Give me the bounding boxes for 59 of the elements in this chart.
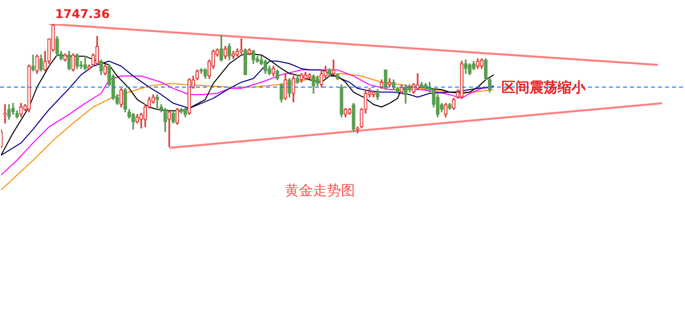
candlestick — [63, 53, 67, 62]
candlestick — [55, 36, 59, 57]
candlestick — [372, 90, 376, 98]
candlestick — [71, 53, 75, 72]
candlestick — [296, 74, 300, 84]
candlestick — [39, 54, 43, 72]
candlestick — [344, 108, 348, 118]
candlestick — [83, 56, 87, 70]
candlestick — [203, 68, 208, 79]
candlestick — [332, 60, 336, 76]
candlestick — [19, 102, 23, 118]
text: 黄金走势图 — [284, 182, 356, 200]
candlestick — [35, 54, 39, 74]
candlestick — [163, 108, 168, 132]
candlestick — [3, 104, 7, 124]
candlestick — [300, 73, 304, 83]
candlestick — [224, 46, 228, 60]
candlestick — [384, 70, 388, 90]
candlestick — [444, 102, 448, 118]
candlestick — [480, 58, 484, 69]
candlestick — [244, 48, 248, 76]
candlestick — [199, 68, 204, 74]
candlestick — [376, 89, 380, 100]
candlestick — [380, 79, 384, 89]
candlestick — [248, 48, 252, 56]
annotation: 区间震荡缩小 — [502, 78, 587, 96]
candlestick — [328, 68, 332, 76]
candlestick — [27, 64, 31, 112]
candlestick — [276, 70, 280, 80]
candlestick — [288, 78, 292, 98]
candlestick — [336, 73, 340, 80]
candlestick — [348, 108, 352, 115]
candlestick — [131, 112, 136, 130]
candlestick — [67, 50, 71, 70]
candlestick — [316, 76, 320, 86]
candlestick — [103, 64, 107, 76]
candlestick — [308, 73, 312, 79]
candlestick — [179, 108, 184, 114]
candlestick — [352, 102, 356, 132]
candlestick — [95, 36, 99, 66]
candlestick — [31, 54, 35, 72]
candlestick — [7, 104, 11, 120]
candlestick — [284, 73, 288, 100]
candlestick — [452, 98, 456, 110]
candlestick — [280, 83, 284, 102]
candlestick — [448, 102, 452, 110]
candlestick — [320, 70, 324, 88]
candlestick — [167, 112, 172, 147]
candlestick — [292, 76, 296, 102]
candlestick — [304, 72, 308, 80]
candlestick — [340, 84, 344, 118]
candlestick — [312, 74, 316, 94]
candlestick — [183, 108, 188, 118]
candlestick — [119, 88, 124, 108]
candlestick — [175, 108, 180, 125]
candlestick — [468, 63, 472, 76]
candlestick — [75, 53, 79, 69]
candlestick — [252, 50, 256, 64]
text: 1747.36 — [55, 7, 110, 22]
